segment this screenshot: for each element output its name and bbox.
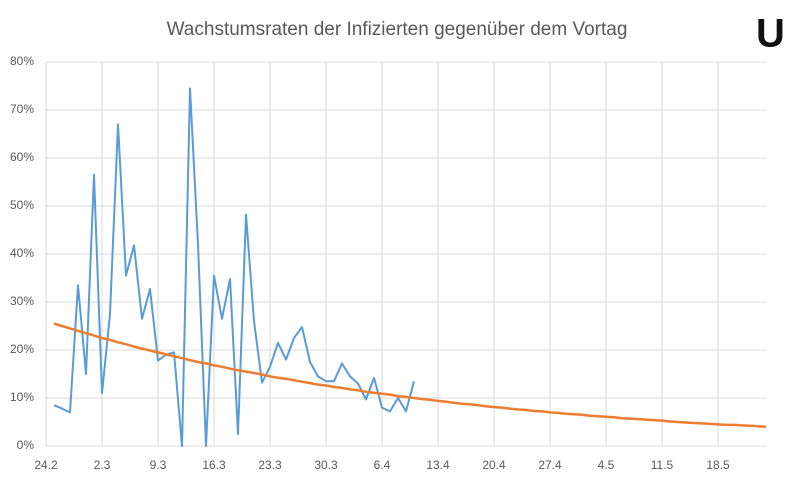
y-tick-label: 20% (10, 342, 34, 356)
x-tick-label: 23.3 (258, 458, 282, 472)
x-tick-label: 27.4 (538, 458, 562, 472)
x-tick-label: 16.3 (202, 458, 226, 472)
y-tick-label: 30% (10, 294, 34, 308)
chart-title: Wachstumsraten der Infizierten gegenüber… (167, 19, 628, 40)
x-tick-label: 18.5 (706, 458, 730, 472)
y-tick-label: 0% (17, 438, 35, 452)
x-tick-label: 9.3 (150, 458, 167, 472)
series-line (53, 87, 415, 447)
y-tick-label: 10% (10, 390, 34, 404)
corner-text: U (756, 12, 785, 56)
x-tick-label: 30.3 (314, 458, 338, 472)
y-tick-label: 60% (10, 150, 34, 164)
x-tick-label: 4.5 (598, 458, 615, 472)
series-line (53, 322, 767, 429)
x-tick-label: 2.3 (94, 458, 111, 472)
y-tick-label: 70% (10, 102, 34, 116)
x-tick-label: 6.4 (374, 458, 391, 472)
x-tick-label: 11.5 (651, 458, 674, 472)
y-tick-label: 40% (10, 246, 34, 260)
x-tick-label: 24.2 (34, 458, 58, 472)
y-tick-label: 50% (10, 198, 34, 212)
x-tick-label: 20.4 (482, 458, 506, 472)
x-tick-label: 13.4 (426, 458, 450, 472)
y-tick-label: 80% (10, 54, 34, 68)
